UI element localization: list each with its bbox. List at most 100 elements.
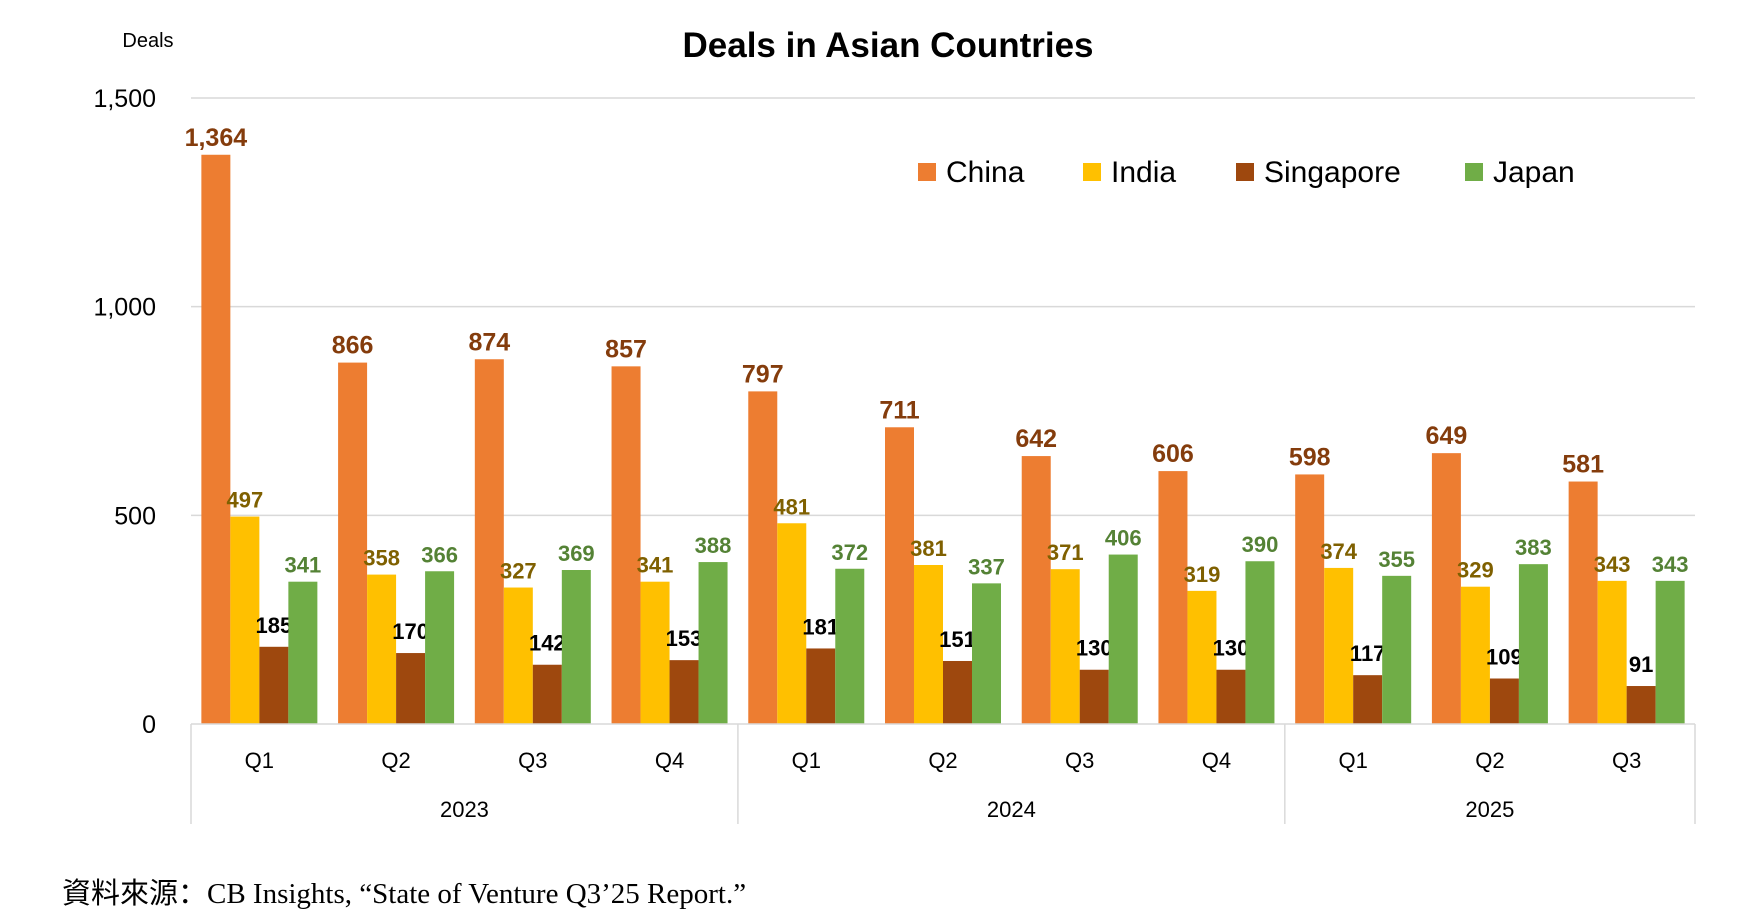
data-label-singapore: 91 xyxy=(1629,652,1653,677)
bar-singapore xyxy=(1626,686,1656,724)
x-tick-label: Q3 xyxy=(1612,748,1641,773)
bar-japan xyxy=(561,570,591,724)
bar-singapore xyxy=(1216,669,1246,724)
x-tick-label: Q1 xyxy=(1339,748,1368,773)
bar-india xyxy=(777,523,807,724)
data-label-japan: 383 xyxy=(1515,535,1552,560)
bar-china xyxy=(611,366,641,724)
data-label-india: 343 xyxy=(1594,552,1631,577)
bar-singapore xyxy=(943,660,972,724)
bar-india xyxy=(1050,569,1080,724)
y-axis-label: Deals xyxy=(122,30,173,52)
data-label-japan: 366 xyxy=(421,542,458,567)
data-label-china: 649 xyxy=(1426,422,1468,450)
x-tick-label: Q1 xyxy=(245,748,274,773)
data-label-india: 497 xyxy=(227,488,264,513)
data-label-singapore: 130 xyxy=(1213,636,1250,661)
data-label-india: 319 xyxy=(1184,562,1221,587)
data-label-china: 797 xyxy=(742,360,784,388)
bar-japan xyxy=(425,571,455,724)
x-group-label: 2023 xyxy=(440,797,489,822)
legend-swatch-india xyxy=(1083,163,1101,181)
bar-japan xyxy=(698,562,728,724)
bar-singapore xyxy=(1353,675,1383,724)
data-label-japan: 341 xyxy=(285,553,322,578)
data-label-japan: 388 xyxy=(695,533,732,558)
x-tick-label: Q1 xyxy=(792,748,821,773)
bar-china xyxy=(338,362,368,724)
bar-india xyxy=(914,564,943,724)
data-label-india: 329 xyxy=(1457,558,1494,583)
data-label-singapore: 130 xyxy=(1076,636,1113,661)
data-label-japan: 337 xyxy=(968,554,1005,579)
data-label-japan: 343 xyxy=(1652,552,1689,577)
bar-singapore xyxy=(396,653,426,724)
x-tick-label: Q3 xyxy=(1065,748,1094,773)
data-label-china: 642 xyxy=(1015,425,1057,453)
bar-japan xyxy=(1382,575,1412,724)
data-label-china: 1,364 xyxy=(185,124,248,152)
x-tick-label: Q2 xyxy=(381,748,410,773)
bar-china xyxy=(1158,471,1188,724)
legend-label-china: China xyxy=(946,156,1025,189)
y-tick-label: 500 xyxy=(114,502,156,530)
data-label-singapore: 142 xyxy=(529,631,566,656)
bar-japan xyxy=(1655,580,1685,724)
bar-india xyxy=(1324,567,1354,724)
bar-singapore xyxy=(1079,669,1109,724)
data-label-china: 857 xyxy=(605,335,647,363)
bar-india xyxy=(1460,586,1490,724)
data-label-japan: 372 xyxy=(831,540,868,565)
data-label-china: 581 xyxy=(1562,451,1604,479)
bar-china xyxy=(201,154,231,725)
x-tick-label: Q3 xyxy=(518,748,547,773)
data-label-india: 481 xyxy=(773,494,810,519)
bar-china xyxy=(474,359,504,724)
data-label-singapore: 109 xyxy=(1486,645,1523,670)
bar-china xyxy=(885,427,914,724)
data-label-india: 327 xyxy=(500,559,537,584)
x-group-label: 2024 xyxy=(987,797,1036,822)
data-label-singapore: 185 xyxy=(256,613,293,638)
legend-label-india: India xyxy=(1111,156,1176,189)
bar-china xyxy=(748,391,778,724)
x-tick-label: Q2 xyxy=(1475,748,1504,773)
bar-india xyxy=(1187,590,1217,724)
data-label-china: 866 xyxy=(332,332,374,360)
x-tick-label: Q4 xyxy=(1202,748,1231,773)
data-label-china: 606 xyxy=(1152,440,1194,468)
x-group-label: 2025 xyxy=(1465,797,1514,822)
bar-singapore xyxy=(806,648,836,724)
data-label-india: 341 xyxy=(637,553,674,578)
bar-singapore xyxy=(1489,678,1519,724)
bar-india xyxy=(367,574,397,724)
bar-india xyxy=(230,516,260,724)
bar-japan xyxy=(1108,554,1138,724)
legend-swatch-japan xyxy=(1465,163,1483,181)
bar-india xyxy=(503,587,533,724)
data-label-singapore: 117 xyxy=(1350,641,1386,666)
y-tick-label: 0 xyxy=(142,711,156,739)
data-label-singapore: 181 xyxy=(802,614,839,639)
x-tick-label: Q2 xyxy=(928,748,957,773)
source-note: 資料來源：CB Insights, “State of Venture Q3’2… xyxy=(62,878,747,910)
bar-china xyxy=(1568,481,1598,724)
bar-singapore xyxy=(259,646,289,724)
data-label-japan: 406 xyxy=(1105,526,1142,551)
bar-china xyxy=(1295,474,1325,724)
bar-japan xyxy=(1245,561,1275,724)
data-label-japan: 355 xyxy=(1378,547,1415,572)
data-label-china: 874 xyxy=(468,328,510,356)
data-label-india: 374 xyxy=(1320,539,1357,564)
data-label-china: 711 xyxy=(879,396,919,424)
data-label-india: 371 xyxy=(1047,540,1084,565)
data-label-singapore: 170 xyxy=(392,619,429,644)
data-label-singapore: 151 xyxy=(939,627,976,652)
legend-swatch-singapore xyxy=(1236,163,1254,181)
data-label-japan: 390 xyxy=(1242,532,1279,557)
bar-singapore xyxy=(669,660,699,724)
y-tick-label: 1,500 xyxy=(93,85,156,113)
bar-japan xyxy=(1518,564,1548,724)
bar-japan xyxy=(972,583,1001,724)
